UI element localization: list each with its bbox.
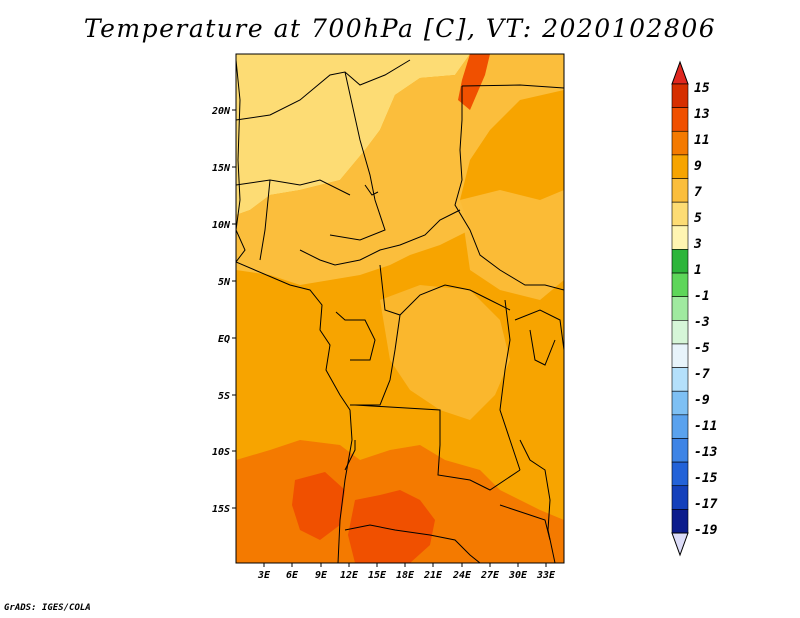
colorbar-segment xyxy=(671,320,689,345)
lat-tick-label: EQ xyxy=(218,334,230,345)
field-patch-7-9 xyxy=(460,190,564,300)
lon-tick-label: 15E xyxy=(368,570,387,581)
colorbar-labels: 15 13 11 9 7 5 3 1 -1 -3 -5 -7 -9 -11 -1… xyxy=(693,81,718,538)
border-5 xyxy=(299,209,461,266)
border-6 xyxy=(454,86,564,291)
colorbar-overflow-bottom xyxy=(671,532,689,557)
lon-tick-label: 33E xyxy=(536,570,556,581)
coastline-west xyxy=(236,59,353,563)
lon-tick-label: 6E xyxy=(286,570,299,581)
lon-tick-label: 9E xyxy=(315,570,328,581)
lat-tick-label: 15S xyxy=(212,504,230,515)
colorbar: 15 13 11 9 7 5 3 1 -1 -3 -5 -7 -9 -11 -1… xyxy=(671,60,718,557)
border-18 xyxy=(364,184,379,196)
colorbar-label: 11 xyxy=(694,133,710,148)
colorbar-segment xyxy=(671,249,689,274)
border-12 xyxy=(344,524,481,563)
colorbar-segment xyxy=(671,272,689,297)
colorbar-segment xyxy=(671,414,689,439)
colorbar-segment xyxy=(671,201,689,227)
colorbar-label: -13 xyxy=(694,445,718,460)
field-patch-7-9-b xyxy=(380,285,510,420)
lon-tick-label: 12E xyxy=(340,570,359,581)
colorbar-segment xyxy=(671,438,689,463)
colorbar-label: 5 xyxy=(694,211,702,226)
colorbar-segment xyxy=(671,509,689,534)
colorbar-label: -17 xyxy=(694,497,718,512)
colorbar-segment xyxy=(671,461,689,487)
border-4 xyxy=(259,179,271,261)
colorbar-label: -7 xyxy=(694,367,710,382)
border-13 xyxy=(499,299,521,471)
field-band-13-15-c xyxy=(458,54,490,110)
border-8 xyxy=(335,311,376,361)
lon-tick-label: 18E xyxy=(396,570,415,581)
colorbar-label: -5 xyxy=(694,341,710,356)
colorbar-label: -1 xyxy=(694,289,710,304)
lon-tick-label: 3E xyxy=(257,570,271,581)
lon-tick-label: 30E xyxy=(508,570,528,581)
colorbar-label: -9 xyxy=(694,393,710,408)
colorbar-segment xyxy=(671,130,689,156)
chart-title: Temperature at 700hPa [C], VT: 202010280… xyxy=(83,14,717,43)
border-11 xyxy=(344,440,356,471)
border-9 xyxy=(350,314,401,406)
lat-tick-label: 10N xyxy=(212,220,231,231)
border-10 xyxy=(354,404,521,491)
temperature-field xyxy=(236,54,564,563)
border-16 xyxy=(499,504,551,541)
colorbar-label: -15 xyxy=(694,471,718,486)
lat-tick-label: 5S xyxy=(218,391,230,402)
lon-axis xyxy=(263,563,547,567)
colorbar-segments xyxy=(671,83,689,534)
colorbar-overflow-top xyxy=(671,60,689,85)
colorbar-segment xyxy=(671,485,689,510)
lon-tick-label: 21E xyxy=(423,570,443,581)
lon-tick-labels: 3E 6E 9E 12E 15E 18E 21E 24E 27E 30E 33E xyxy=(257,570,556,581)
lon-tick-label: 24E xyxy=(452,570,472,581)
colorbar-label: 13 xyxy=(694,107,710,122)
lat-tick-label: 20N xyxy=(211,106,231,117)
lat-tick-label: 10S xyxy=(212,447,230,458)
colorbar-label: 7 xyxy=(694,185,702,200)
colorbar-label: 9 xyxy=(694,159,702,174)
border-2 xyxy=(329,71,386,241)
border-1 xyxy=(236,59,411,121)
border-3 xyxy=(236,179,351,196)
colorbar-segment xyxy=(671,107,689,132)
colorbar-segment xyxy=(671,390,689,416)
lat-tick-label: 5N xyxy=(218,277,231,288)
colorbar-segment xyxy=(671,296,689,321)
field-band-7-9 xyxy=(236,54,564,285)
colorbar-label: -19 xyxy=(694,523,718,538)
field-band-5-7 xyxy=(236,54,470,215)
lat-tick-labels: 20N 15N 10N 5N EQ 5S 10S 15S xyxy=(211,106,231,515)
colorbar-label: -3 xyxy=(694,315,710,330)
footer-credit: GrADS: IGES/COLA xyxy=(4,603,91,613)
lat-axis xyxy=(232,109,236,509)
border-15 xyxy=(529,329,556,366)
colorbar-segment xyxy=(671,367,689,392)
border-14 xyxy=(514,309,564,351)
colorbar-segment xyxy=(671,343,689,368)
colorbar-label: 3 xyxy=(693,237,702,252)
country-borders xyxy=(236,59,564,563)
field-band-13-15 xyxy=(292,472,345,540)
colorbar-label: -11 xyxy=(694,419,717,434)
map-frame xyxy=(235,53,565,564)
field-band-13-15-b xyxy=(348,490,435,563)
border-7 xyxy=(379,264,511,316)
colorbar-segment xyxy=(671,83,689,108)
lon-tick-label: 27E xyxy=(480,570,500,581)
colorbar-segment xyxy=(671,225,689,250)
border-17 xyxy=(461,84,564,89)
lat-tick-label: 15N xyxy=(212,163,231,174)
colorbar-segment xyxy=(671,178,689,203)
colorbar-segment xyxy=(671,154,689,179)
colorbar-label: 1 xyxy=(694,263,702,278)
colorbar-label: 15 xyxy=(694,81,710,96)
